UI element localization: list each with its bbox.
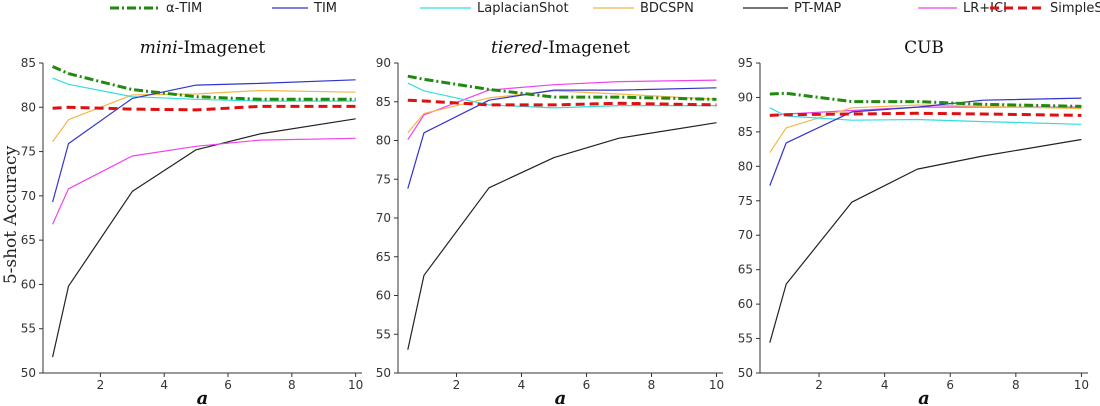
y-tick-label: 85	[376, 95, 391, 109]
x-axis-label: a	[918, 388, 930, 406]
panel-title: CUB	[904, 38, 944, 58]
y-tick-label: 90	[376, 56, 391, 70]
x-tick-label: 6	[224, 378, 232, 392]
x-tick-label: 6	[946, 378, 954, 392]
x-tick-label: 4	[518, 378, 526, 392]
x-tick-label: 8	[1012, 378, 1020, 392]
legend-item-pt-map: PT-MAP	[743, 1, 841, 16]
series-line-alpha-tim	[51, 65, 356, 101]
legend-label-lr-ici: LR+ICI	[963, 1, 1007, 16]
legend-label-pt-map: PT-MAP	[794, 1, 841, 16]
legend-label-alpha-tim: α-TIM	[166, 1, 202, 16]
legend-label-bdcspn: BDCSPN	[640, 1, 694, 16]
x-tick-label: 6	[583, 378, 591, 392]
series-line-laplacianshot	[52, 77, 356, 102]
panel-title: mini-Imagenet	[140, 38, 266, 58]
legend-item-lr-ici: LR+ICI	[918, 1, 1007, 16]
y-axis-label: 5-shot Accuracy	[1, 145, 21, 284]
y-tick-label: 65	[738, 263, 753, 277]
y-tick-label: 60	[376, 289, 391, 303]
y-tick-label: 55	[738, 332, 753, 346]
y-tick-label: 65	[21, 233, 36, 247]
series-line-simpleshot	[52, 104, 356, 112]
x-tick-label: 10	[348, 378, 363, 392]
legend-item-bdcspn: BDCSPN	[593, 1, 694, 16]
y-tick-label: 70	[738, 228, 753, 242]
legend-item-laplacianshot: LaplacianShot	[420, 1, 569, 16]
series-line-simpleshot	[407, 98, 717, 107]
series-line-alpha-tim	[769, 91, 1082, 108]
panel-title: tiered-Imagenet	[491, 38, 630, 58]
legend-label-tim: TIM	[313, 1, 337, 16]
series-line-tim	[769, 97, 1082, 186]
y-tick-label: 95	[738, 56, 753, 70]
x-tick-label: 8	[648, 378, 656, 392]
y-tick-label: 85	[21, 56, 36, 70]
series-line-simpleshot	[769, 111, 1082, 117]
x-axis-label: a	[555, 388, 567, 406]
panel-1: mini-Imagenet 50 55 60 65 70 75 80 85 2 4 6 8 10 a	[21, 38, 364, 406]
y-tick-label: 70	[21, 189, 36, 203]
y-tick-label: 85	[738, 125, 753, 139]
y-tick-label: 65	[376, 250, 391, 264]
x-tick-label: 4	[160, 378, 168, 392]
y-tick-label: 60	[738, 297, 753, 311]
y-tick-label: 80	[376, 134, 391, 148]
x-tick-label: 2	[453, 378, 461, 392]
y-tick-label: 75	[738, 194, 753, 208]
y-tick-label: 80	[21, 100, 36, 114]
y-tick-label: 50	[376, 366, 391, 380]
legend-label-simpleshot: SimpleShot	[1050, 1, 1100, 16]
panel-title-rest: CUB	[904, 38, 944, 58]
series-line-tim	[407, 87, 717, 189]
x-tick-label: 2	[815, 378, 823, 392]
series-line-alpha-tim	[407, 74, 717, 101]
series-line-laplacianshot	[769, 107, 1082, 125]
series-line-bdcspn	[769, 104, 1082, 153]
y-tick-label: 55	[376, 327, 391, 341]
y-tick-label: 55	[21, 322, 36, 336]
y-tick-label: 60	[21, 277, 36, 291]
y-tick-label: 50	[738, 366, 753, 380]
panel-2: tiered-Imagenet 50 55 60 65 70 75 80 85 90 2 4 6 8 10 a	[376, 38, 724, 406]
y-tick-label: 80	[738, 159, 753, 173]
panel-title-italic: mini	[140, 38, 178, 58]
x-tick-label: 10	[709, 378, 724, 392]
x-tick-label: 8	[288, 378, 296, 392]
x-tick-label: 4	[881, 378, 889, 392]
series-line-lr-ici	[407, 79, 717, 141]
panel-title-italic: tiered	[491, 38, 543, 58]
x-axis-label: a	[197, 388, 209, 406]
legend-item-alpha-tim: α-TIM	[110, 1, 202, 16]
series-line-pt-map	[407, 122, 717, 350]
y-tick-label: 70	[376, 211, 391, 225]
x-tick-label: 10	[1074, 378, 1089, 392]
panel-title-rest: -Imagenet	[542, 38, 630, 58]
legend: α-TIM TIM LaplacianShot BDCSPN PT-MAP LR+ICI S…	[110, 1, 1100, 16]
panel-3: CUB 50 55 60 65 70 75 80 85 90 95 2 4 6 8 10 a	[738, 38, 1089, 406]
y-tick-label: 75	[21, 145, 36, 159]
series-line-lr-ici	[52, 137, 356, 225]
x-tick-label: 2	[97, 378, 105, 392]
series-line-pt-map	[52, 118, 356, 358]
y-tick-label: 90	[738, 90, 753, 104]
legend-item-simpleshot: SimpleShot	[990, 1, 1100, 16]
legend-item-tim: TIM	[272, 1, 337, 16]
legend-label-laplacianshot: LaplacianShot	[477, 1, 569, 16]
y-tick-label: 75	[376, 172, 391, 186]
series-line-pt-map	[769, 138, 1082, 343]
panel-title-rest: -Imagenet	[178, 38, 266, 58]
y-tick-label: 50	[21, 366, 36, 380]
